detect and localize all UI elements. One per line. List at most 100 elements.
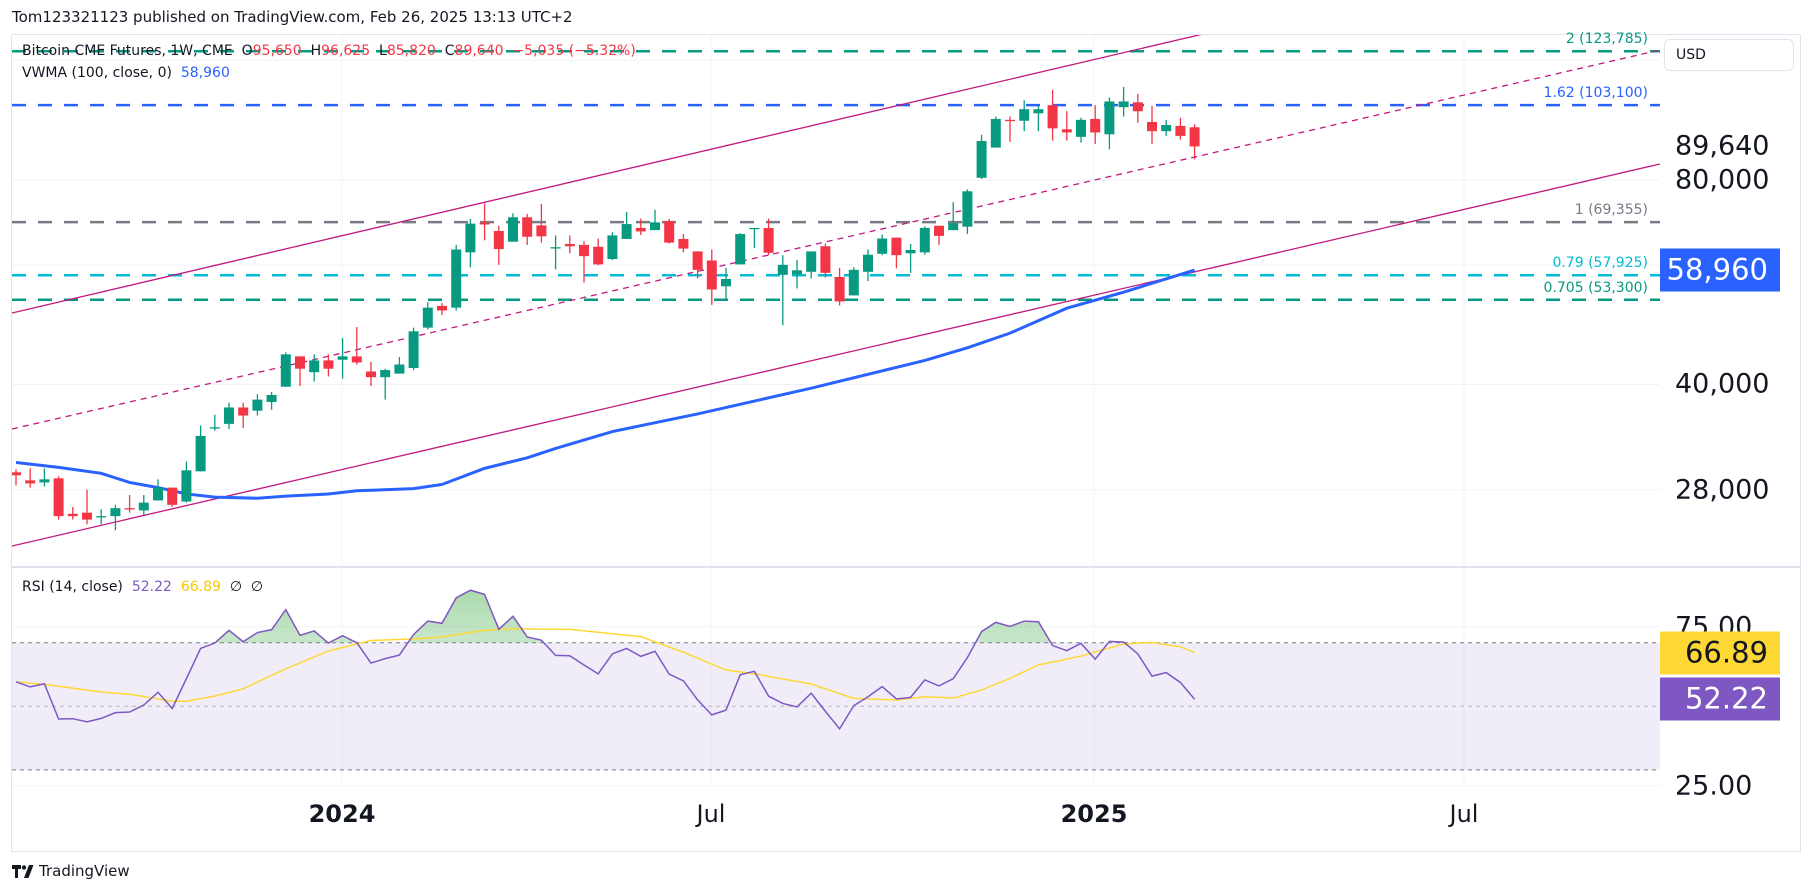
published-by-header: Tom123321123 published on TradingView.co… (12, 8, 573, 26)
candle-body (848, 269, 859, 296)
candle (607, 232, 618, 260)
change-value: −5,035 (−5.32%) (512, 43, 636, 59)
candle-body (380, 370, 391, 378)
candle (209, 414, 220, 431)
high-label: H (310, 43, 322, 59)
fib-extension-lines[interactable] (12, 49, 1660, 302)
candle (664, 218, 675, 244)
candle (905, 243, 916, 273)
candle (39, 468, 50, 487)
candle-body (877, 238, 888, 254)
candle-body (934, 225, 944, 236)
rsi-label: RSI (14, close) (22, 579, 123, 595)
candle (863, 249, 873, 282)
channel-lower-line[interactable] (12, 163, 1660, 547)
time-label-2025: 2025 (1060, 800, 1128, 828)
channel-upper-line[interactable] (12, 0, 1660, 314)
rsi-ma-badge: 66.89 (1660, 631, 1780, 675)
candle (877, 234, 888, 256)
rsi-ma-line[interactable] (15, 627, 1195, 702)
candle (593, 238, 604, 266)
currency-button[interactable]: USD (1664, 39, 1794, 71)
candle (948, 202, 959, 231)
candle (12, 469, 21, 486)
candle (522, 213, 533, 245)
candle (919, 226, 930, 255)
candle-body (721, 278, 731, 287)
candle-body (536, 225, 547, 237)
symbol-legend[interactable]: Bitcoin CME Futures, 1W, CME O95,650 H96… (22, 43, 636, 59)
close-value: 89,640 (454, 43, 504, 59)
candle (579, 241, 589, 283)
candle-body (1161, 124, 1172, 132)
fib-label-0-705: 0.705 (53,300) (1543, 279, 1648, 296)
candle (238, 402, 249, 429)
time-label-2024: 2024 (308, 800, 376, 828)
candle (777, 255, 788, 326)
candle-body (1189, 127, 1200, 147)
tradingview-logo[interactable]: TradingView (12, 862, 130, 880)
candle-body (437, 305, 447, 311)
candle (1061, 111, 1072, 141)
candle (1161, 119, 1172, 136)
rsi-line[interactable] (15, 589, 1196, 731)
tradingview-logo-icon (12, 864, 34, 878)
rsi-legend[interactable]: RSI (14, close) 52.22 66.89 ∅ ∅ (22, 579, 263, 595)
candle-body (465, 223, 476, 253)
candle-body (266, 394, 277, 402)
rsi-axis-label: 25.00 (1675, 770, 1753, 802)
candle (564, 235, 575, 254)
candle (1033, 106, 1044, 132)
vwma-value: 58,960 (180, 65, 230, 81)
channel-middle-line[interactable] (12, 49, 1660, 430)
candle-body (735, 234, 746, 265)
candle (692, 251, 703, 279)
candle-body (309, 360, 320, 373)
fib-label-1: 1 (69,355) (1574, 202, 1648, 219)
vwma-label: VWMA (100, close, 0) (22, 65, 172, 81)
candle (508, 213, 518, 242)
candle-body (678, 238, 689, 249)
candle-body (508, 217, 518, 242)
candle-body (181, 470, 192, 502)
candle-body (1132, 102, 1143, 112)
candle (721, 267, 731, 299)
rsi-badge: 52.22 (1660, 677, 1780, 721)
candle (550, 235, 561, 270)
candle-body (195, 435, 206, 472)
candle (366, 361, 376, 386)
candle-body (579, 244, 589, 257)
candle-body (1005, 119, 1015, 122)
grid-lines (12, 35, 1660, 787)
candle-body (692, 251, 703, 270)
candle (806, 251, 817, 279)
candle-body (323, 360, 334, 369)
candle-body (1147, 121, 1157, 132)
price-label-last: 89,640 (1675, 130, 1770, 162)
candle (1090, 105, 1101, 144)
vwma-legend[interactable]: VWMA (100, close, 0) 58,960 (22, 65, 230, 81)
candle (181, 461, 192, 503)
candle (451, 244, 462, 311)
candle-body (124, 508, 135, 510)
candles (12, 86, 1200, 531)
fib-label-1-62: 1.62 (103,100) (1543, 85, 1648, 102)
candle (1076, 117, 1086, 143)
candle (465, 218, 476, 268)
candle (536, 203, 547, 243)
candle (934, 225, 944, 245)
rsi-value: 52.22 (131, 579, 172, 595)
candle (1132, 93, 1143, 123)
candle (891, 237, 902, 269)
candle-body (564, 243, 575, 247)
candle-body (1047, 105, 1058, 129)
candle-body (238, 407, 249, 416)
candle-body (280, 354, 291, 387)
candle-body (366, 371, 376, 378)
candle (224, 402, 234, 429)
candle-body (451, 249, 462, 308)
rsi-ma-value: 66.89 (180, 579, 221, 595)
candle-body (138, 502, 149, 511)
candle-body (621, 224, 632, 239)
